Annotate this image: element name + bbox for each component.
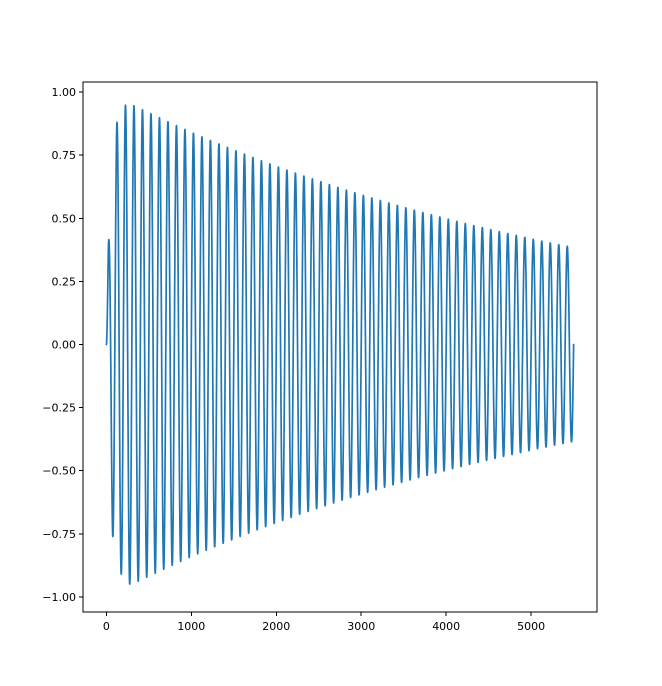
x-tick-label: 1000 bbox=[177, 620, 205, 633]
y-tick-label: −0.50 bbox=[42, 465, 76, 478]
y-tick-label: 0.75 bbox=[52, 149, 77, 162]
waveform-line bbox=[105, 104, 575, 585]
y-tick-label: 0.00 bbox=[52, 338, 77, 351]
plot-area bbox=[82, 81, 598, 613]
y-tick-label: 1.00 bbox=[52, 86, 77, 99]
x-tick-label: 2000 bbox=[262, 620, 290, 633]
y-tick-label: 0.50 bbox=[52, 212, 77, 225]
x-tick-label: 0 bbox=[103, 620, 110, 633]
x-tick-label: 5000 bbox=[517, 620, 545, 633]
y-tick-label: −1.00 bbox=[42, 591, 76, 604]
x-tick-label: 3000 bbox=[347, 620, 375, 633]
y-tick-label: 0.25 bbox=[52, 275, 77, 288]
y-tick-label: −0.25 bbox=[42, 402, 76, 415]
x-tick-label: 4000 bbox=[432, 620, 460, 633]
y-tick-label: −0.75 bbox=[42, 528, 76, 541]
